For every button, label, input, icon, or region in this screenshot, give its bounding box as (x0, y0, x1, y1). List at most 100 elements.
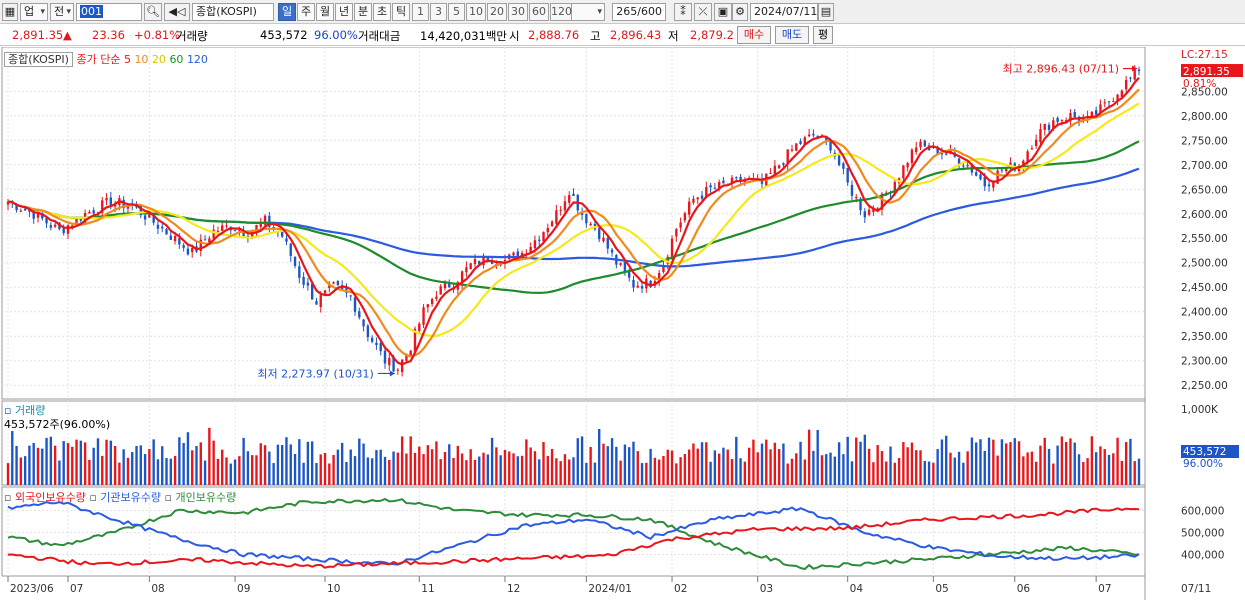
count-field[interactable]: 265/600 (612, 3, 666, 21)
period-tab-2[interactable]: 월 (316, 3, 334, 21)
candle-body (332, 282, 335, 284)
volume-bar (298, 439, 301, 485)
number-button-30[interactable]: 30 (508, 3, 528, 21)
individual-line (7, 497, 1140, 571)
period-tab-0[interactable]: 일 (278, 3, 296, 21)
volume-bar (229, 463, 232, 485)
candle-body (473, 259, 477, 265)
volume-bar (435, 441, 438, 485)
volume-bar (730, 459, 734, 485)
sell-button[interactable]: 매도 (775, 26, 809, 44)
candle-body (289, 243, 292, 256)
volume-bar (666, 449, 669, 485)
candle-body (580, 211, 584, 215)
candle-body (19, 210, 23, 212)
volume-bar (263, 445, 267, 485)
volume-bar (949, 452, 952, 485)
volume-bar (109, 440, 113, 485)
number-button-5[interactable]: 5 (448, 3, 465, 21)
number-button-120[interactable]: 120 (550, 3, 572, 21)
volume-bar (970, 437, 974, 485)
draw-tool-icon[interactable]: ⤫ (694, 3, 712, 21)
save-icon[interactable]: ▣ (714, 3, 732, 21)
volume-bar (743, 461, 747, 485)
volume-bar (1116, 437, 1119, 485)
candle-body (418, 323, 421, 331)
volume-bar (589, 446, 592, 485)
up-arrow-icon: ▲ (63, 28, 72, 42)
candle-body (71, 225, 74, 227)
volume-bar (96, 438, 100, 485)
code-input[interactable]: 001 (76, 3, 142, 21)
volume-bar (242, 437, 245, 485)
custom-number-select[interactable] (567, 3, 605, 21)
volume-bar (542, 442, 545, 485)
market-select[interactable]: 업 (20, 3, 48, 21)
volume-bar (790, 458, 794, 485)
volume-bar (756, 452, 759, 485)
candle-body (542, 231, 545, 242)
volume-bar (606, 446, 609, 485)
candle-body (550, 221, 554, 227)
number-button-60[interactable]: 60 (529, 3, 549, 21)
menu-icon[interactable]: ▦ (2, 3, 18, 21)
candle-body (242, 231, 245, 237)
volume-title: 거래량 (14, 404, 46, 417)
number-button-10[interactable]: 10 (466, 3, 486, 21)
ma5-legend: 5 (123, 53, 131, 66)
eval-button[interactable]: 평 (813, 26, 833, 44)
volume-bar (126, 457, 130, 485)
volume-bar (58, 460, 61, 485)
volume-bar (1129, 438, 1132, 485)
volume-bar (49, 436, 53, 485)
x-tick-label: 08 (151, 583, 164, 595)
volume-bar (705, 442, 708, 485)
volume-bar (863, 434, 867, 485)
number-button-1[interactable]: 1 (412, 3, 429, 21)
volume-bar (619, 460, 622, 485)
volume-bar (289, 444, 292, 485)
candle-body (812, 133, 815, 136)
volume-bar (268, 451, 271, 485)
number-button-20[interactable]: 20 (487, 3, 507, 21)
candle-body (872, 208, 875, 213)
candle-body (529, 246, 532, 253)
candle-body (623, 262, 627, 272)
volume-bar (272, 463, 275, 485)
candle-body (285, 238, 288, 242)
calendar-icon[interactable]: ▤ (818, 3, 834, 21)
open-value: 2,888.76 (528, 28, 580, 42)
candle-body (769, 172, 772, 174)
volume-bar (700, 442, 704, 485)
period-tab-6[interactable]: 틱 (392, 3, 410, 21)
search-icon[interactable]: 🔍︎ (144, 3, 162, 21)
candle-body (426, 304, 430, 308)
candle-body (422, 307, 425, 325)
volume-bar (593, 462, 597, 485)
period-tab-5[interactable]: 초 (373, 3, 391, 21)
candle-body (1052, 120, 1055, 129)
price-tick-label: 2,450.00 (1181, 282, 1228, 294)
holdings-tick-label: 600,000 (1181, 506, 1224, 518)
volume-bar (623, 444, 627, 485)
date-field[interactable]: 2024/07/11 (750, 3, 818, 21)
candle-body (328, 285, 331, 288)
high-value: 2,896.43 (610, 28, 662, 42)
candle-body (735, 177, 738, 179)
prev-select[interactable]: 전 (50, 3, 74, 21)
period-tab-4[interactable]: 분 (354, 3, 372, 21)
volume-bar (807, 429, 811, 485)
chart-type-icon[interactable]: ⁑ (674, 3, 692, 21)
volume-bar (418, 446, 421, 485)
volume-bar (550, 448, 554, 485)
pct-tag: 0.81% (1183, 78, 1216, 90)
number-button-3[interactable]: 3 (430, 3, 447, 21)
gear-icon[interactable]: ⚙ (732, 3, 748, 21)
period-tab-1[interactable]: 주 (297, 3, 315, 21)
candle-body (199, 239, 202, 252)
period-tab-3[interactable]: 년 (335, 3, 353, 21)
candle-body (349, 295, 352, 297)
speaker-icon[interactable]: ◀◁ (164, 3, 190, 21)
volume-bar (186, 432, 190, 485)
buy-button[interactable]: 매수 (737, 26, 771, 44)
